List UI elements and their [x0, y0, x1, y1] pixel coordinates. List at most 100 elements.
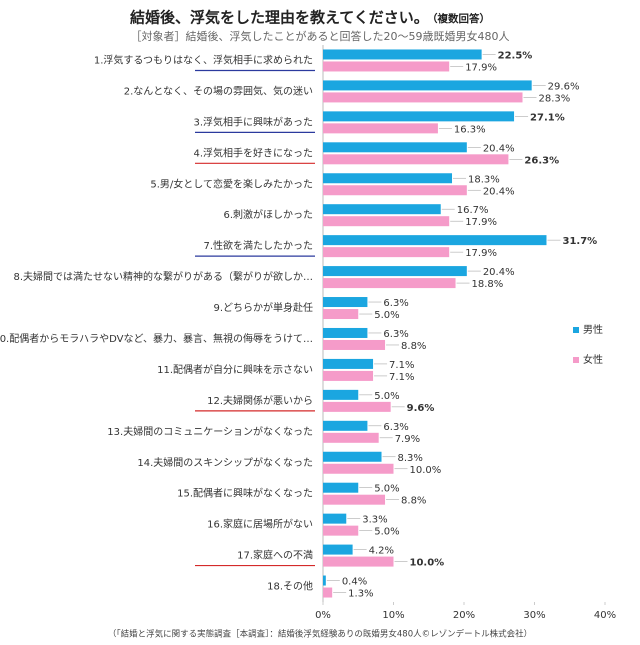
value-label: 4.2% — [369, 546, 394, 557]
value-label: 27.1% — [530, 112, 565, 123]
bar — [323, 451, 382, 462]
bar — [323, 494, 386, 505]
value-label: 31.7% — [562, 236, 597, 247]
category-label: 13.夫婦間のコミュニケーションがなくなった — [107, 425, 313, 438]
chart-title: 結婚後、浮気をした理由を教えてください。 — [130, 9, 429, 27]
bar — [323, 61, 450, 72]
value-label: 0.4% — [342, 577, 367, 588]
value-label: 17.9% — [465, 217, 497, 228]
bar — [323, 420, 368, 431]
category-label: 18.その他 — [267, 580, 313, 593]
category-label: 9.どちらかが単身赴任 — [213, 301, 313, 314]
value-label: 28.3% — [539, 93, 571, 104]
category-label: 15.配偶者に興味がなくなった — [177, 487, 313, 500]
bar — [323, 463, 394, 474]
bar — [323, 297, 368, 308]
x-tick-label: 0% — [315, 610, 331, 621]
bar — [323, 216, 450, 227]
value-label: 6.3% — [383, 298, 408, 309]
value-label: 20.4% — [483, 186, 515, 197]
bar — [323, 204, 441, 215]
bar — [323, 142, 467, 153]
bar — [323, 111, 515, 122]
value-label: 10.0% — [410, 465, 442, 476]
category-label: 10.配偶者からモラハラやDVなど、暴力、暴言、無視の侮辱をうけて… — [0, 332, 313, 345]
chart-subtitle: ［対象者］結婚後、浮気したことがあると回答した20～59歳既婚男女480人 — [131, 29, 510, 43]
value-label: 10.0% — [410, 558, 445, 569]
value-label: 16.3% — [454, 124, 486, 135]
value-label: 1.3% — [348, 589, 373, 600]
x-tick-label: 30% — [523, 610, 545, 621]
chart-title-note: （複数回答） — [427, 12, 490, 25]
bar — [323, 247, 450, 258]
value-label: 17.9% — [465, 62, 497, 73]
bar — [323, 525, 359, 536]
bar — [323, 49, 482, 60]
footnote: （「結婚と浮気に関する実態調査［本調査］：結婚後浮気経験ありの既婚男女480人©… — [108, 629, 532, 640]
category-label: 11.配偶者が自分に興味を示さない — [157, 363, 313, 376]
value-label: 17.9% — [465, 248, 497, 259]
category-label: 4.浮気相手を好きになった — [193, 146, 313, 159]
category-label: 5.男/女として恋愛を楽しみたかった — [150, 177, 313, 190]
bar — [323, 278, 456, 289]
bar — [323, 556, 394, 567]
value-label: 5.0% — [374, 310, 399, 321]
value-label: 7.9% — [395, 434, 420, 445]
category-label: 2.なんとなく、その場の雰囲気、気の迷い — [124, 84, 313, 97]
value-label: 9.6% — [407, 403, 435, 414]
category-label: 8.夫婦間では満たせない精神的な繋がりがある（繋がりが欲しか… — [13, 270, 313, 283]
bar — [323, 587, 333, 598]
legend-label: 女性 — [583, 353, 603, 366]
bar — [323, 123, 438, 134]
bar — [323, 544, 353, 555]
legend-swatch — [573, 357, 579, 363]
value-label: 3.3% — [362, 515, 387, 526]
category-label: 6.刺激がほしかった — [223, 208, 313, 221]
bar — [323, 327, 368, 338]
category-label: 17.家庭への不満 — [237, 549, 313, 562]
value-label: 26.3% — [524, 155, 559, 166]
value-label: 16.7% — [457, 205, 489, 216]
category-label: 16.家庭に居場所がない — [207, 518, 313, 531]
value-label: 18.3% — [468, 174, 500, 185]
value-label: 20.4% — [483, 267, 515, 278]
bar — [323, 339, 386, 350]
value-label: 20.4% — [483, 143, 515, 154]
value-label: 18.8% — [472, 279, 504, 290]
bar — [323, 401, 391, 412]
value-label: 7.1% — [389, 360, 414, 371]
bar — [323, 235, 547, 246]
bar — [323, 575, 326, 586]
category-label: 3.浮気相手に興味があった — [193, 115, 313, 128]
x-tick-label: 10% — [382, 610, 404, 621]
bar — [323, 309, 359, 320]
value-label: 8.8% — [401, 496, 426, 507]
bar — [323, 358, 374, 369]
bar — [323, 432, 379, 443]
category-label: 1.浮気するつもりはなく、浮気相手に求められた — [94, 53, 313, 66]
bar — [323, 154, 509, 165]
value-label: 6.3% — [383, 329, 408, 340]
value-label: 29.6% — [548, 81, 580, 92]
value-label: 5.0% — [374, 527, 399, 538]
value-label: 8.8% — [401, 341, 426, 352]
bar — [323, 266, 467, 277]
bar — [323, 513, 347, 524]
bar — [323, 173, 453, 184]
value-label: 8.3% — [398, 453, 423, 464]
value-label: 7.1% — [389, 372, 414, 383]
value-label: 5.0% — [374, 484, 399, 495]
value-label: 22.5% — [498, 50, 533, 61]
bar — [323, 389, 359, 400]
x-tick-label: 40% — [594, 610, 616, 621]
value-label: 5.0% — [374, 391, 399, 402]
bar — [323, 482, 359, 493]
value-label: 6.3% — [383, 422, 408, 433]
bar — [323, 92, 523, 103]
bar — [323, 80, 532, 91]
bar — [323, 185, 467, 196]
category-label: 12.夫婦関係が悪いから — [207, 394, 313, 407]
category-label: 14.夫婦間のスキンシップがなくなった — [137, 456, 313, 469]
x-tick-label: 20% — [453, 610, 475, 621]
